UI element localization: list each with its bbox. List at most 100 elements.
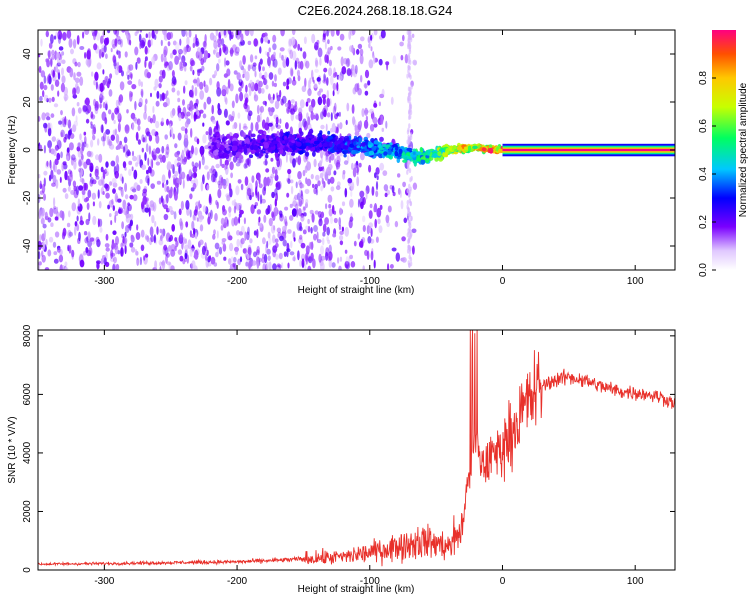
heatmap-cell: [311, 69, 314, 80]
heatmap-cell: [115, 134, 120, 144]
heatmap-cell: [342, 172, 346, 180]
heatmap-cell: [45, 238, 48, 247]
heatmap-cell: [427, 149, 431, 156]
heatmap-cell: [63, 93, 69, 101]
heatmap-cell: [225, 177, 229, 187]
heatmap-cell: [178, 52, 181, 61]
heatmap-cell: [215, 251, 219, 258]
heatmap-cell: [115, 236, 119, 245]
heatmap-cell: [317, 47, 323, 58]
heatmap-cell: [67, 186, 71, 192]
heatmap-cell: [228, 211, 232, 218]
heatmap-cell: [58, 254, 64, 263]
heatmap-cell: [248, 261, 252, 270]
heatmap-cell: [166, 252, 170, 258]
heatmap-cell: [202, 205, 207, 213]
heatmap-cell: [315, 174, 320, 181]
heatmap-cell: [54, 79, 60, 87]
heatmap-cell: [325, 203, 328, 210]
heatmap-cell: [279, 213, 283, 218]
heatmap-cell: [362, 225, 366, 232]
heatmap-cell: [292, 134, 296, 138]
heatmap-cell: [84, 30, 90, 35]
heatmap-cell: [297, 43, 301, 51]
heatmap-cell: [409, 106, 412, 112]
heatmap-cell: [192, 79, 198, 84]
heatmap-cell: [218, 152, 223, 156]
heatmap-cell: [219, 47, 222, 57]
heatmap-cell: [81, 189, 86, 196]
heatmap-cell: [108, 109, 112, 115]
heatmap-cell: [54, 158, 59, 166]
heatmap-cell: [273, 206, 279, 217]
heatmap-cell: [79, 76, 84, 86]
heatmap-cell: [50, 34, 54, 44]
heatmap-cell: [73, 120, 79, 127]
heatmap-cell: [100, 35, 104, 44]
heatmap-cell: [218, 183, 223, 190]
heatmap-cell: [217, 102, 221, 111]
heatmap-cell: [350, 261, 356, 268]
heatmap-cell: [294, 101, 298, 108]
heatmap-cell: [268, 122, 273, 127]
heatmap-cell: [109, 213, 112, 218]
heatmap-cell: [180, 152, 185, 160]
heatmap-cell: [247, 226, 250, 235]
heatmap-cell: [273, 58, 278, 68]
heatmap-cell: [105, 161, 109, 168]
heatmap-cell: [40, 217, 45, 225]
heatmap-cell: [228, 235, 233, 241]
heatmap-cell: [301, 262, 305, 269]
heatmap-cell: [298, 237, 303, 244]
heatmap-cell: [177, 97, 181, 103]
heatmap-cell: [71, 202, 77, 212]
heatmap-cell: [189, 209, 192, 218]
heatmap-cell: [407, 166, 410, 172]
heatmap-cell: [54, 50, 58, 61]
heatmap-cell: [328, 67, 333, 77]
heatmap-cell: [189, 193, 193, 200]
heatmap-cell: [53, 103, 59, 108]
heatmap-cell: [44, 267, 50, 270]
heatmap-cell: [148, 207, 151, 217]
heatmap-cell: [238, 87, 242, 93]
heatmap-cell: [225, 153, 230, 160]
heatmap-cell: [376, 175, 379, 181]
heatmap-y-label: Frequency (Hz): [7, 116, 18, 185]
heatmap-cell: [210, 209, 213, 220]
heatmap-cell: [220, 217, 225, 225]
heatmap-cell: [65, 155, 70, 161]
heatmap-cell: [116, 163, 120, 174]
heatmap-cell: [219, 144, 225, 151]
heatmap-cell: [406, 161, 410, 167]
heatmap-cell: [274, 74, 277, 82]
heatmap-cell: [314, 57, 318, 67]
heatmap-cell: [127, 80, 133, 85]
heatmap-cell: [51, 49, 55, 56]
heatmap-cell: [118, 94, 124, 103]
heatmap-cell: [105, 247, 110, 252]
heatmap-cell: [270, 157, 274, 162]
heatmap-cell: [215, 44, 218, 54]
heatmap-cell: [379, 204, 383, 210]
heatmap-cell: [284, 215, 288, 225]
heatmap-y-tick-label: 40: [22, 48, 33, 60]
heatmap-cell: [175, 42, 180, 52]
heatmap-cell: [316, 77, 321, 82]
heatmap-cell: [56, 169, 62, 175]
heatmap-cell: [345, 57, 351, 68]
heatmap-cell: [106, 30, 111, 34]
heatmap-cell: [114, 38, 118, 47]
heatmap-cell: [54, 231, 60, 238]
heatmap-cell: [382, 170, 388, 177]
heatmap-cell: [168, 245, 172, 252]
heatmap-cell: [257, 136, 262, 141]
heatmap-cell: [289, 251, 295, 256]
heatmap-cell: [379, 93, 385, 99]
heatmap-cell: [373, 205, 376, 213]
heatmap-cell: [333, 170, 337, 176]
heatmap-cell: [145, 127, 150, 136]
heatmap-cell: [233, 216, 239, 226]
heatmap-cell: [223, 94, 227, 103]
heatmap-cell: [383, 184, 389, 192]
